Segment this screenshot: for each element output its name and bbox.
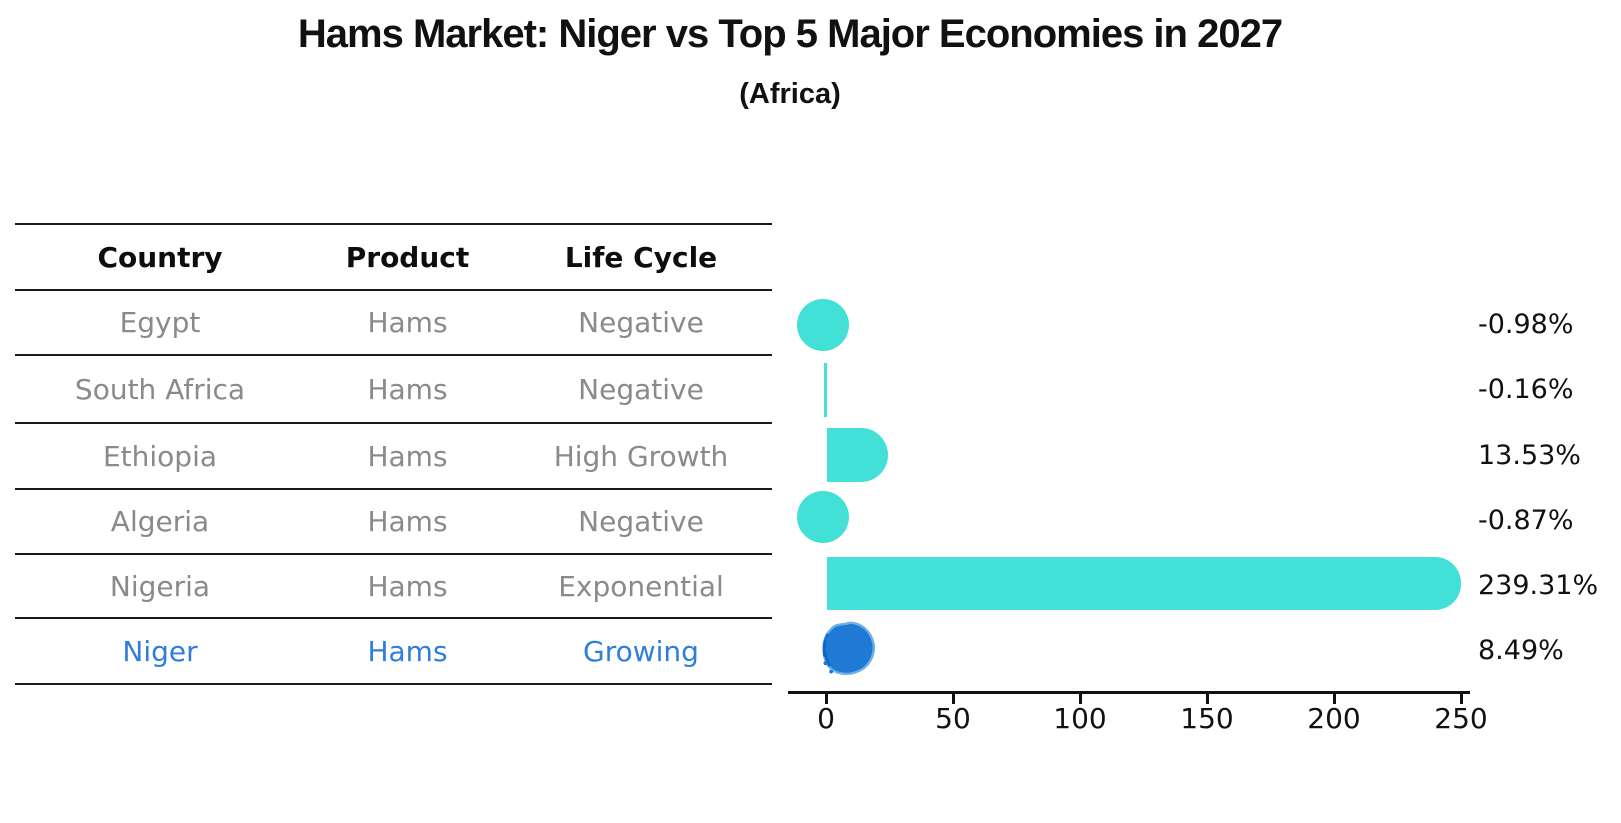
bar-nigeria [827,557,1461,610]
cell-life-cycle: Negative [578,306,704,339]
value-label-algeria: -0.87% [1478,505,1574,536]
niger-blob-speck [829,669,833,674]
cell-life-cycle: Negative [578,372,704,406]
value-label-nigeria: 239.31% [1478,570,1599,601]
table-header-row: Country Product Life Cycle [15,225,772,289]
x-axis-tick [1333,694,1336,704]
table-rule [15,422,772,424]
table-rule [15,683,772,685]
bar-algeria [797,491,849,543]
chart-subtitle: (Africa) [739,78,841,110]
x-tick-label-0: 0 [817,702,835,735]
x-axis-line [788,691,1470,694]
chart-title: Hams Market: Niger vs Top 5 Major Econom… [297,12,1283,56]
x-axis-tick [825,694,828,704]
cell-product: Hams [367,569,448,603]
bar-egypt [797,299,849,351]
x-tick-label-100: 100 [1053,702,1107,735]
value-label-south-africa: -0.16% [1478,374,1574,405]
bar-ethiopia [827,428,888,482]
x-tick-label-50: 50 [935,702,971,735]
niger-blob-speck [824,636,829,641]
table-rule [15,617,772,619]
cell-product: Hams [367,505,448,538]
niger-blob-speck [823,661,828,666]
cell-country: Algeria [110,505,210,538]
cell-life-cycle: Growing [583,634,699,668]
table-rule [15,488,772,490]
value-label-niger: 8.49% [1478,635,1564,666]
niger-blob-shape [822,621,876,676]
cell-life-cycle: Negative [578,505,704,538]
cell-life-cycle: High Growth [553,439,729,473]
value-label-egypt: -0.98% [1478,309,1574,340]
table-rule [15,289,772,291]
table-row: South Africa Hams Negative [15,356,772,422]
x-axis-tick [1206,694,1209,704]
niger-blob-scribble [822,633,831,667]
table-row: Algeria Hams Negative [15,490,772,553]
table-rule [15,553,772,555]
table-row: Nigeria Hams Exponential [15,555,772,617]
bar-niger [822,621,876,676]
x-axis-tick [952,694,955,704]
table-row-niger-highlight: Niger Hams Growing [15,619,772,683]
cell-country: South Africa [74,372,246,406]
cell-life-cycle: Exponential [558,569,724,603]
column-header-country: Country [97,240,223,274]
table-rule [15,223,772,225]
column-header-product: Product [345,240,470,274]
cell-product: Hams [367,439,448,473]
bar-south-africa [824,363,827,417]
column-header-life-cycle: Life Cycle [564,240,718,274]
cell-country: Ethiopia [102,439,218,473]
table-row: Ethiopia Hams High Growth [15,424,772,488]
value-label-ethiopia: 13.53% [1478,440,1581,471]
x-axis-tick [1079,694,1082,704]
x-tick-label-200: 200 [1307,702,1361,735]
table-row: Egypt Hams Negative [15,291,772,354]
x-axis-tick [1460,694,1463,704]
cell-product: Hams [367,634,448,668]
cell-country: Nigeria [109,569,211,603]
x-tick-label-150: 150 [1180,702,1234,735]
cell-product: Hams [367,372,448,406]
cell-country: Niger [122,634,198,668]
cell-product: Hams [367,306,448,339]
table-rule [15,354,772,356]
cell-country: Egypt [119,306,201,339]
x-tick-label-250: 250 [1434,702,1488,735]
